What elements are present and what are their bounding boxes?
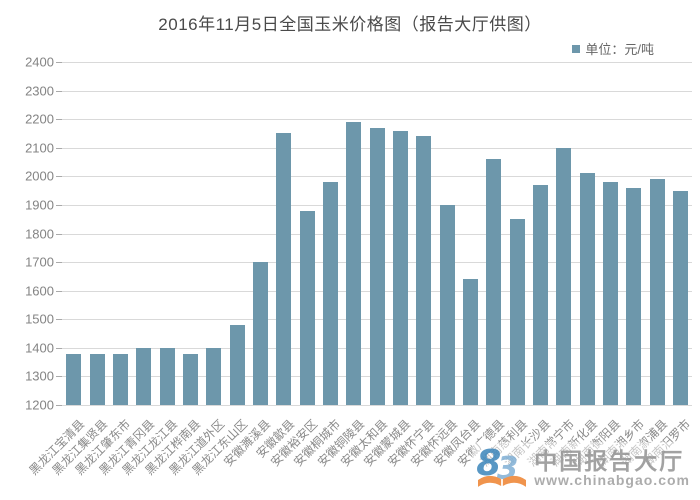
gridline bbox=[62, 62, 692, 63]
bar-黑龙江宝清县 bbox=[66, 353, 82, 405]
bar-黑龙江道外区 bbox=[206, 347, 222, 405]
y-axis-tick-label: 1800 bbox=[25, 226, 54, 241]
watermark-name: 中国报告大厅 bbox=[534, 447, 685, 474]
bar-安徽怀远县 bbox=[439, 204, 455, 405]
y-tick bbox=[56, 290, 62, 292]
bar-安徽裕安区 bbox=[299, 210, 315, 405]
y-tick bbox=[56, 119, 62, 121]
bar-湖南慈利县 bbox=[509, 219, 525, 405]
y-axis-tick-label: 1300 bbox=[25, 368, 54, 384]
y-axis-tick-label: 1200 bbox=[25, 397, 54, 413]
bar-湖南常宁市 bbox=[556, 147, 572, 405]
y-axis-tick-label: 1600 bbox=[25, 283, 54, 299]
y-axis-tick-label: 1500 bbox=[25, 311, 54, 327]
y-axis-tick-label: 2100 bbox=[25, 140, 54, 156]
legend-swatch-icon bbox=[572, 44, 581, 53]
watermark-url: www.chinabgao.com bbox=[534, 471, 690, 488]
y-axis-tick-label: 2400 bbox=[25, 54, 54, 70]
legend-label: 单位：元/吨 bbox=[585, 42, 654, 57]
bar-安徽凤台县 bbox=[462, 279, 478, 405]
y-axis-tick-label: 1400 bbox=[25, 340, 54, 356]
watermark-text: 中国报告大厅 www.chinabgao.com bbox=[534, 447, 690, 488]
bar-安徽铜陵县 bbox=[346, 122, 362, 405]
y-tick bbox=[56, 347, 62, 349]
y-tick bbox=[56, 90, 62, 92]
gridline bbox=[62, 90, 692, 92]
bar-安徽歙县 bbox=[276, 133, 292, 405]
y-tick bbox=[56, 262, 62, 264]
bar-黑龙江青冈县 bbox=[136, 347, 152, 405]
y-axis-tick-label: 2300 bbox=[25, 83, 54, 99]
y-tick bbox=[56, 147, 62, 149]
y-tick bbox=[56, 319, 62, 321]
bar-湖南新化县 bbox=[579, 173, 595, 405]
bar-黑龙江龙江县 bbox=[159, 347, 175, 405]
y-axis-tick-label: 1700 bbox=[25, 254, 54, 270]
bar-黑龙江东山区 bbox=[229, 324, 245, 405]
bar-黑龙江桦南县 bbox=[182, 353, 198, 405]
bar-黑龙江肇东市 bbox=[112, 353, 128, 405]
gridline bbox=[62, 119, 692, 121]
bar-安徽太和县 bbox=[369, 127, 385, 405]
bar-安徽桐城市 bbox=[322, 182, 338, 405]
y-axis-tick-label: 2200 bbox=[25, 111, 54, 127]
bar-湖南长沙县 bbox=[532, 184, 548, 405]
bar-湖南衡阳县 bbox=[602, 182, 618, 405]
watermark: 8 3 中国报告大厅 www.chinabgao.com bbox=[472, 442, 694, 494]
gridline bbox=[62, 405, 692, 406]
plot-area bbox=[56, 62, 692, 406]
y-tick bbox=[56, 405, 62, 406]
y-axis-tick-label: 1900 bbox=[25, 197, 54, 213]
y-tick bbox=[56, 62, 62, 63]
y-tick bbox=[56, 204, 62, 206]
bar-湖南溆浦县 bbox=[649, 179, 665, 405]
y-tick bbox=[56, 376, 62, 378]
y-axis-tick-label: 2000 bbox=[25, 168, 54, 184]
chart-title: 2016年11月5日全国玉米价格图（报告大厅供图） bbox=[158, 15, 542, 34]
bar-安徽蒙城县 bbox=[392, 130, 408, 405]
bar-安徽广德县 bbox=[486, 159, 502, 405]
bar-黑龙江集贤县 bbox=[89, 353, 105, 405]
bar-湖南湘乡市 bbox=[626, 187, 642, 405]
y-tick bbox=[56, 233, 62, 235]
bar-湖南汨罗市 bbox=[672, 190, 688, 405]
bar-安徽濉溪县 bbox=[252, 262, 268, 405]
y-tick bbox=[56, 176, 62, 178]
bar-安徽怀宁县 bbox=[416, 136, 432, 405]
chinabgao-logo-icon: 8 3 bbox=[477, 444, 527, 487]
legend: 单位：元/吨 bbox=[572, 39, 654, 58]
